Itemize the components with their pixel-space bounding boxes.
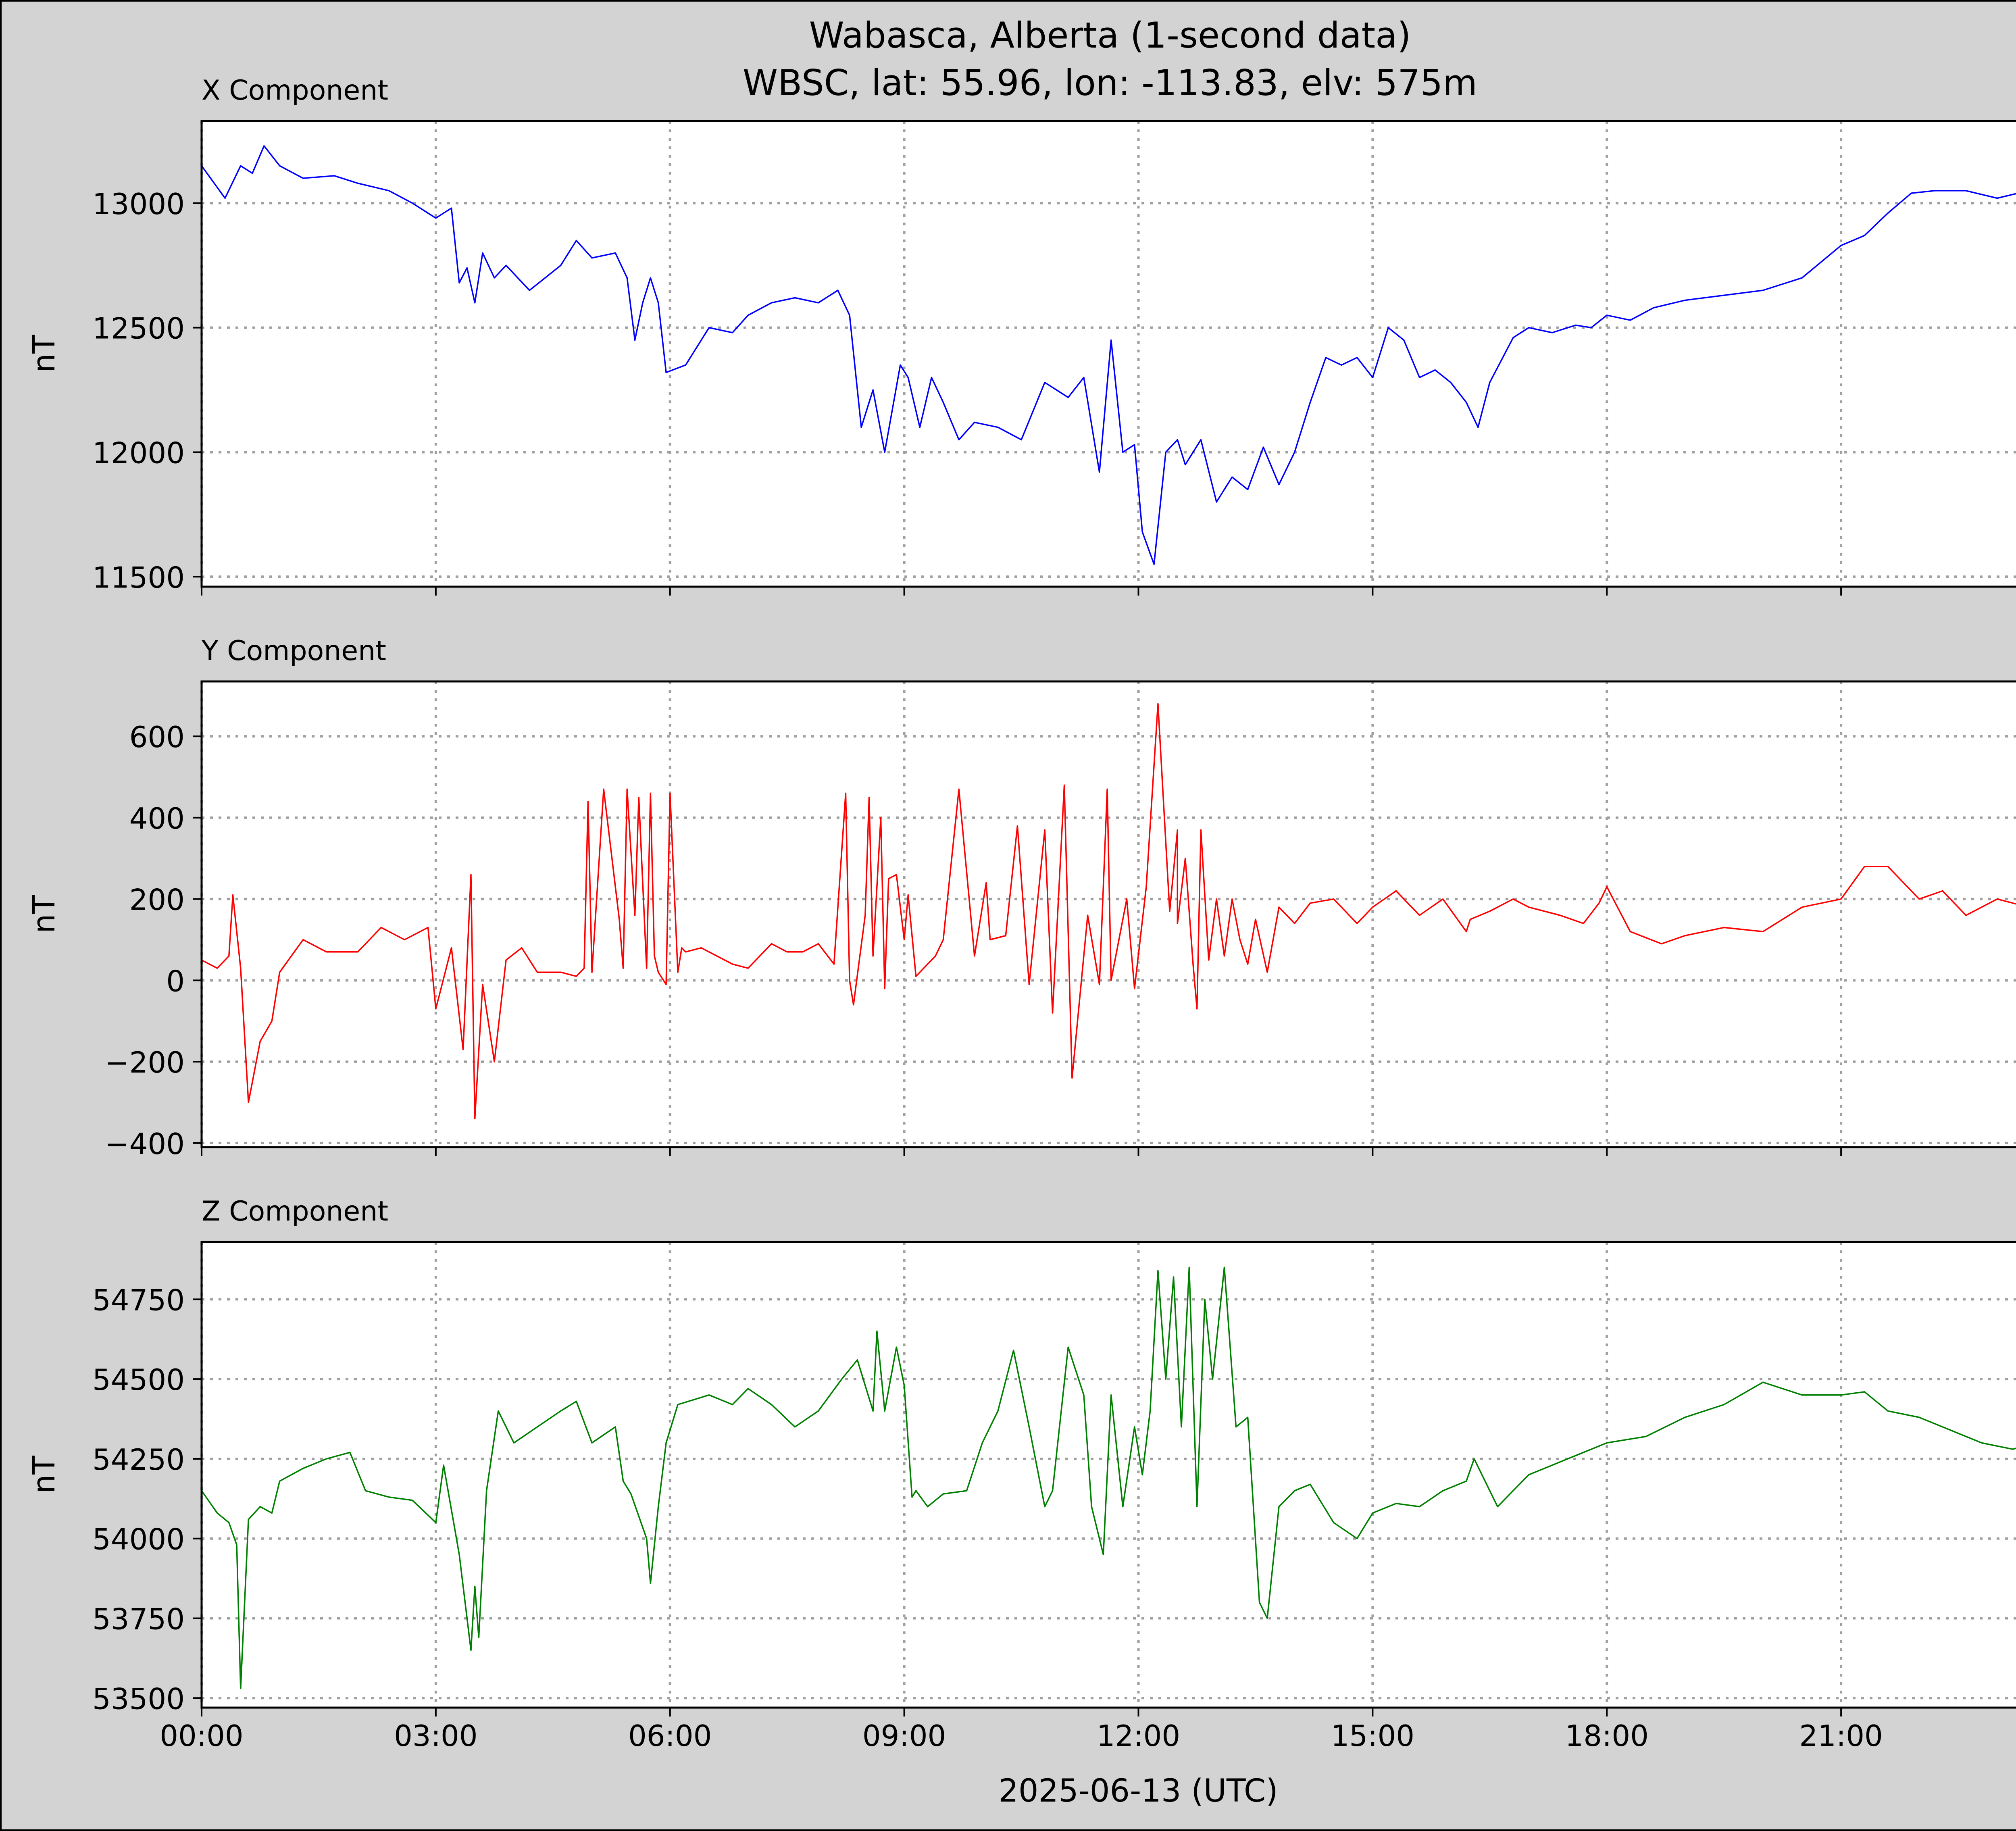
y-tick-label-z-5: 54750 bbox=[92, 1283, 185, 1317]
panel-y: −400 −200 0 200 400 600 Y Component nT bbox=[26, 635, 2016, 1161]
y-axis-label-x: nT bbox=[26, 335, 62, 373]
panel-title-z: Z Component bbox=[202, 1196, 388, 1227]
figure-title-line2: WBSC, lat: 55.96, lon: -113.83, elv: 575… bbox=[743, 62, 1477, 104]
y-tick-label-x-3: 13000 bbox=[92, 187, 185, 221]
y-tick-label-x-2: 12500 bbox=[92, 312, 185, 346]
y-tick-label-z-2: 54000 bbox=[92, 1523, 185, 1556]
y-tick-label-y-1: −200 bbox=[105, 1046, 185, 1079]
y-tick-label-z-4: 54500 bbox=[92, 1363, 185, 1397]
y-tick-label-z-0: 53500 bbox=[92, 1682, 185, 1716]
x-tick-label-6: 18:00 bbox=[1565, 1719, 1649, 1753]
y-tick-label-x-0: 11500 bbox=[92, 560, 185, 594]
series-line-z bbox=[201, 1266, 2016, 1689]
panel-title-y: Y Component bbox=[201, 635, 386, 667]
x-tick-label-2: 06:00 bbox=[628, 1719, 712, 1753]
x-axis-label: 2025-06-13 (UTC) bbox=[998, 1773, 1278, 1809]
series-line-x bbox=[201, 145, 2016, 565]
plot-area-z bbox=[202, 1242, 2016, 1708]
y-axis-label-z: nT bbox=[26, 1456, 62, 1494]
x-tick-label-7: 21:00 bbox=[1799, 1719, 1883, 1753]
x-tick-label-1: 03:00 bbox=[394, 1719, 478, 1753]
x-tick-label-3: 09:00 bbox=[862, 1719, 946, 1753]
y-tick-label-z-3: 54250 bbox=[92, 1443, 185, 1477]
y-tick-label-x-1: 12000 bbox=[92, 436, 185, 470]
x-tick-label-4: 12:00 bbox=[1097, 1719, 1181, 1753]
plot-area-x bbox=[202, 121, 2016, 587]
y-tick-label-z-1: 53750 bbox=[92, 1602, 185, 1636]
y-axis-label-y: nT bbox=[26, 895, 62, 933]
y-tick-label-y-2: 0 bbox=[166, 964, 185, 998]
series-line-y bbox=[201, 703, 2016, 1120]
panel-x: 11500 12000 12500 13000 X Component nT bbox=[26, 75, 2016, 596]
panels: 11500 12000 12500 13000 X Component nT −400 −20… bbox=[26, 75, 2016, 1753]
panel-title-x: X Component bbox=[202, 75, 388, 106]
x-tick-label-5: 15:00 bbox=[1331, 1719, 1415, 1753]
y-tick-label-y-4: 400 bbox=[129, 802, 185, 835]
y-tick-label-y-5: 600 bbox=[129, 720, 185, 754]
x-tick-label-0: 00:00 bbox=[160, 1719, 244, 1753]
figure-title-line1: Wabasca, Alberta (1-second data) bbox=[809, 15, 1411, 56]
y-tick-label-y-3: 200 bbox=[129, 883, 185, 917]
plot-area-y bbox=[202, 681, 2016, 1147]
panel-z: 53500 53750 54000 54250 54500 54750 00:00 03:00… bbox=[26, 1196, 2016, 1753]
y-tick-label-y-0: −400 bbox=[105, 1127, 185, 1161]
